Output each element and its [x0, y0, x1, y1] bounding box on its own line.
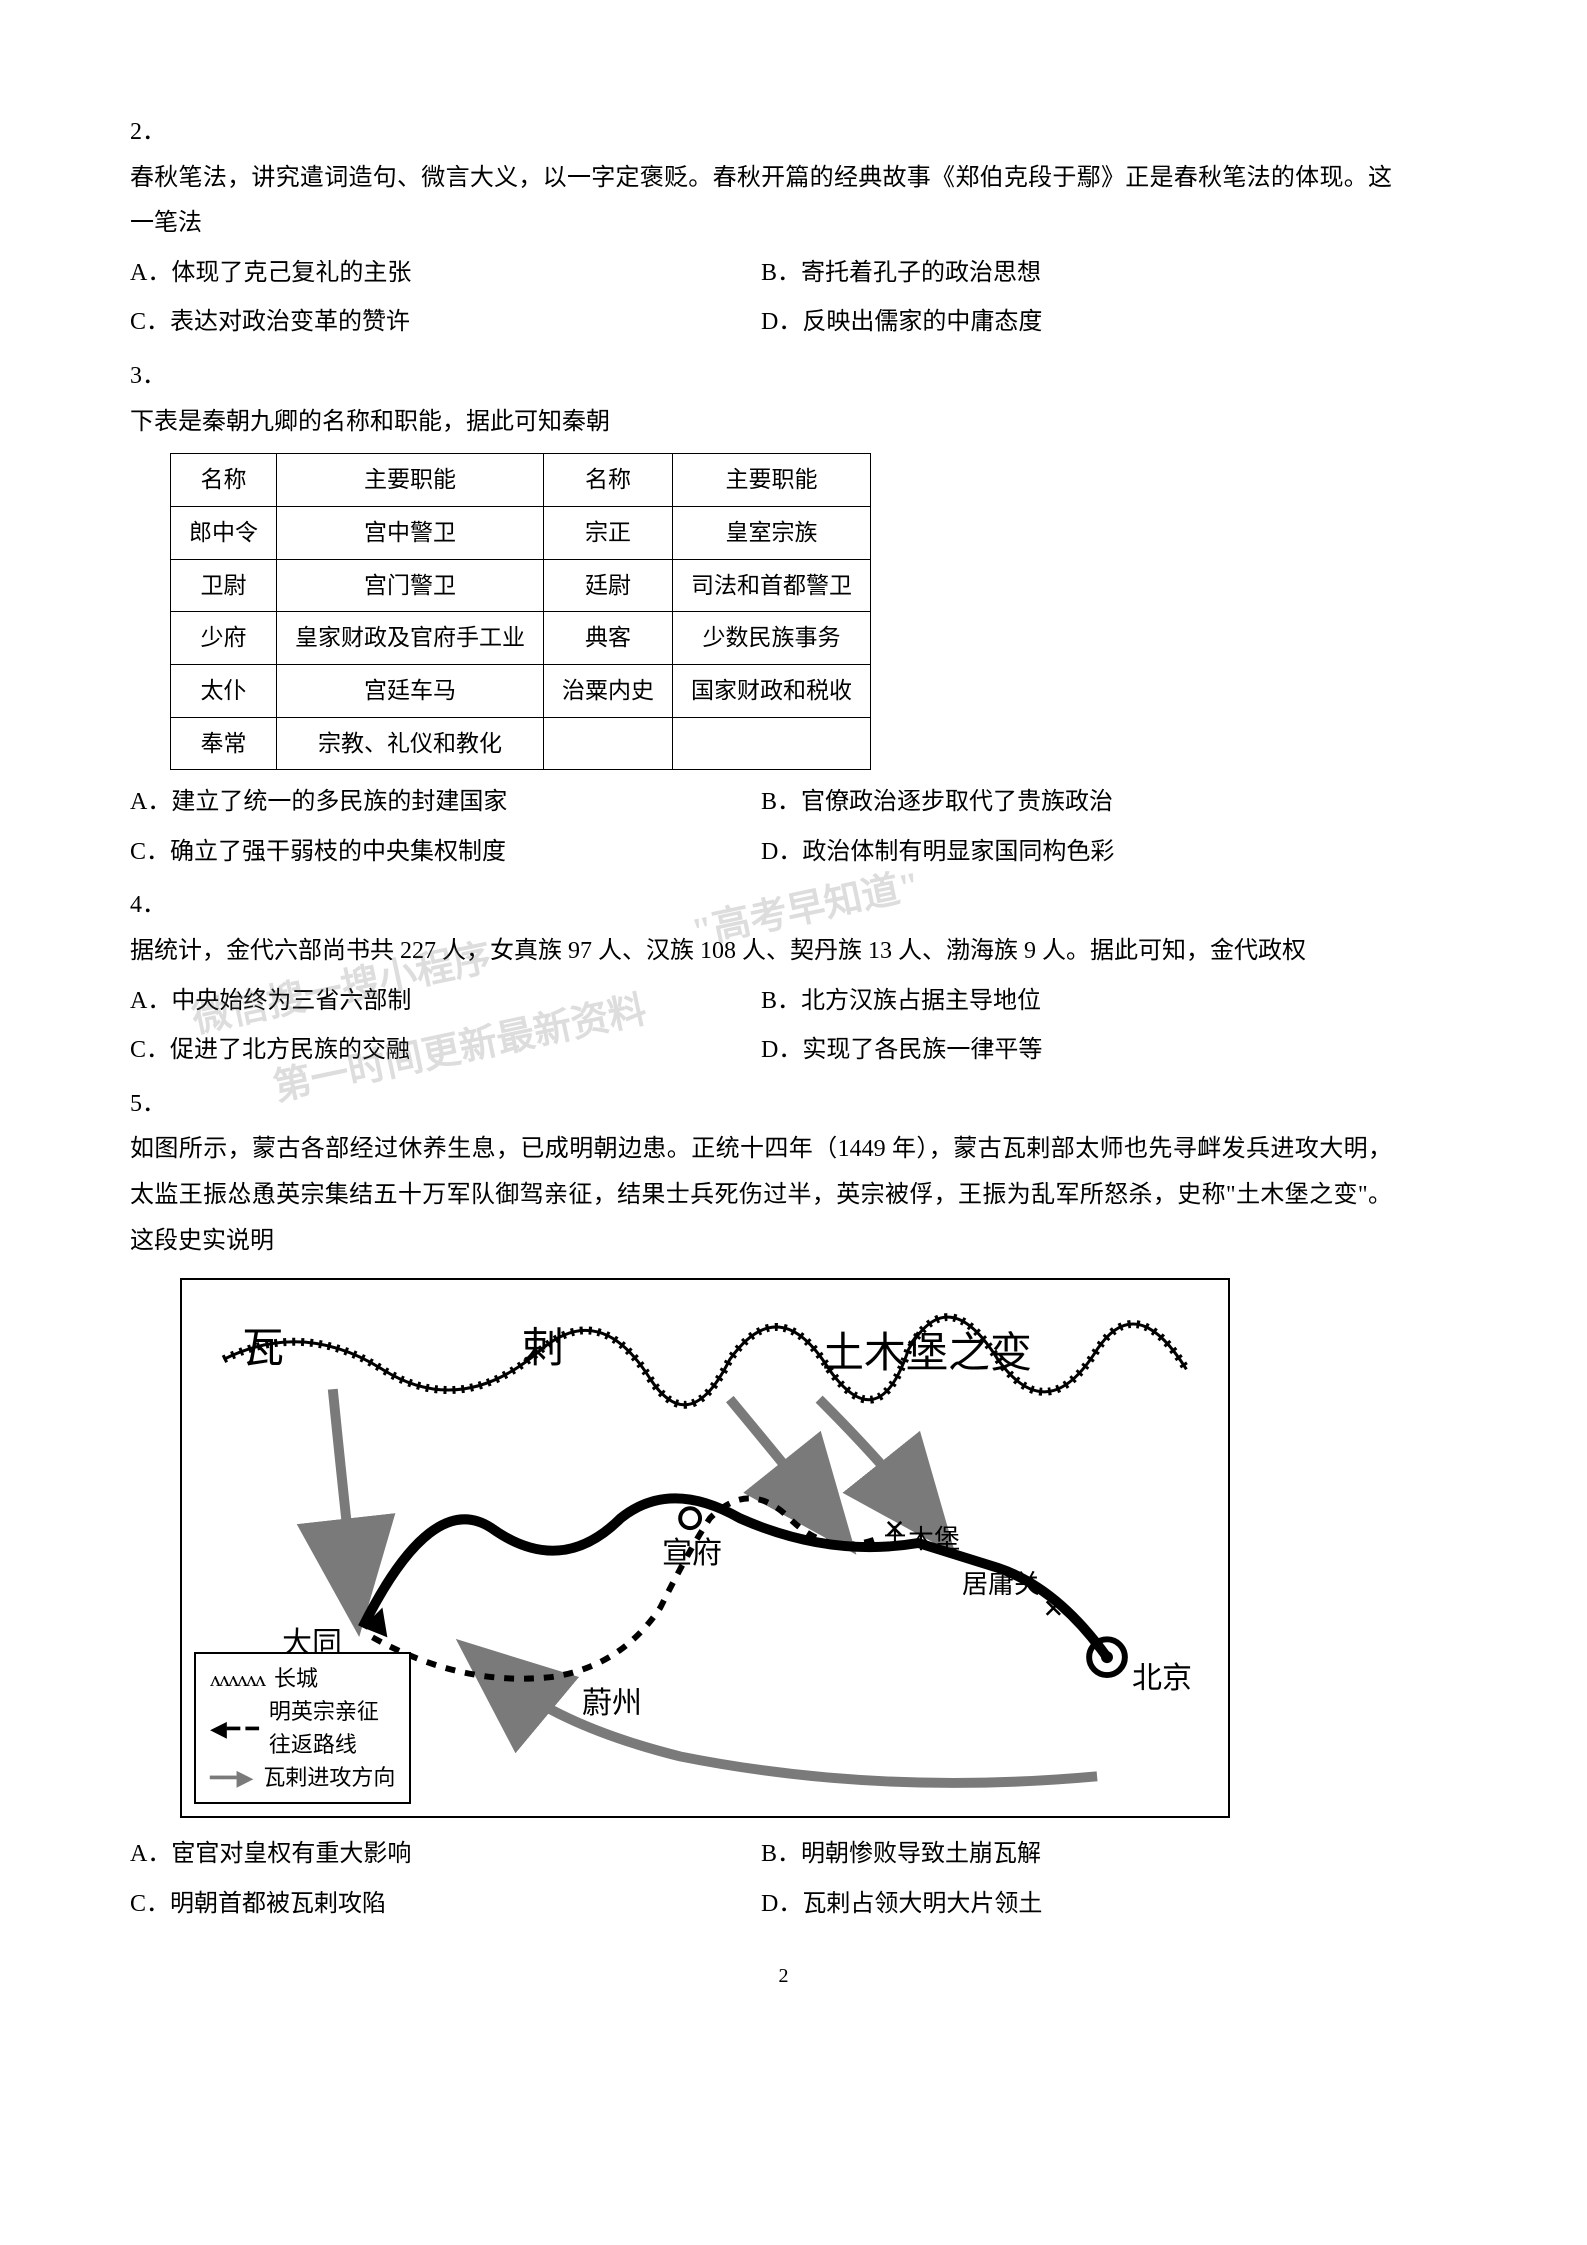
question-number: 4． [130, 883, 170, 929]
x-mark: ✕ [1042, 1595, 1064, 1624]
table-row: 卫尉 宫门警卫 廷尉 司法和首都警卫 [171, 559, 871, 612]
options-row: C．表达对政治变革的赞许 D．反映出儒家的中庸态度 [130, 300, 1392, 346]
option-c: C．促进了北方民族的交融 [130, 1028, 761, 1074]
table-cell: 典客 [544, 612, 673, 665]
table-cell: 治粟内史 [544, 664, 673, 717]
table-cell: 皇室宗族 [673, 506, 871, 559]
question-4: "高考早知道" 微信搜一搜小程序 第一时间更新最新资料 4． 据统计，金代六部尚… [130, 883, 1437, 1073]
option-a: A．建立了统一的多民族的封建国家 [130, 780, 761, 826]
options-row: A．中央始终为三省六部制 B．北方汉族占据主导地位 [130, 979, 1392, 1025]
table-row: 太仆 宫廷车马 治粟内史 国家财政和税收 [171, 664, 871, 717]
options-row: C．促进了北方民族的交融 D．实现了各民族一律平等 [130, 1028, 1392, 1074]
legend-route-label: 明英宗亲征 往返路线 [269, 1695, 379, 1761]
option-b: B．官僚政治逐步取代了贵族政治 [761, 780, 1392, 826]
map-label-la: 剌 [522, 1310, 564, 1390]
table-cell: 宗正 [544, 506, 673, 559]
legend-route: ◀━ ━ 明英宗亲征 往返路线 [210, 1695, 395, 1761]
option-c: C．确立了强干弱枝的中央集权制度 [130, 830, 761, 876]
attack-arrow [333, 1389, 353, 1578]
legend-attack-label: 瓦剌进攻方向 [263, 1761, 395, 1794]
beijing-dot [1101, 1651, 1113, 1663]
table-row: 郎中令 宫中警卫 宗正 皇室宗族 [171, 506, 871, 559]
question-stem: 春秋笔法，讲究遣词造句、微言大义，以一字定褒贬。春秋开篇的经典故事《郑伯克段于鄢… [130, 156, 1392, 247]
table-cell: 少数民族事务 [673, 612, 871, 665]
question-body: 据统计，金代六部尚书共 227 人，女真族 97 人、汉族 108 人、契丹族 … [130, 929, 1392, 1074]
question-stem: 下表是秦朝九卿的名称和职能，据此可知秦朝 [130, 400, 1392, 446]
question-2: 2． 春秋笔法，讲究遣词造句、微言大义，以一字定褒贬。春秋开篇的经典故事《郑伯克… [130, 110, 1437, 346]
option-a: A．体现了克己复礼的主张 [130, 251, 761, 297]
options-row: C．明朝首都被瓦剌攻陷 D．瓦剌占领大明大片领土 [130, 1882, 1392, 1928]
question-number: 3． [130, 354, 170, 400]
table-cell: 皇家财政及官府手工业 [277, 612, 544, 665]
table-cell [544, 717, 673, 770]
table-cell: 国家财政和税收 [673, 664, 871, 717]
legend-attack: ━━▶ 瓦剌进攻方向 [210, 1761, 395, 1794]
option-d: D．实现了各民族一律平等 [761, 1028, 1392, 1074]
table-header: 主要职能 [277, 454, 544, 507]
option-b: B．北方汉族占据主导地位 [761, 979, 1392, 1025]
map-label-xuanfu: 宣府 [662, 1525, 722, 1582]
option-d: D．政治体制有明显家国同构色彩 [761, 830, 1392, 876]
table-cell [673, 717, 871, 770]
legend-wall-label: 长城 [274, 1662, 318, 1695]
table-cell: 郎中令 [171, 506, 277, 559]
attack-arrow [730, 1399, 819, 1508]
qin-officials-table: 名称 主要职能 名称 主要职能 郎中令 宫中警卫 宗正 皇室宗族 卫尉 宫门警卫… [170, 453, 871, 770]
option-a: A．中央始终为三省六部制 [130, 979, 761, 1025]
question-5: 5． 如图所示，蒙古各部经过休养生息，已成明朝边患。正统十四年（1449 年），… [130, 1082, 1437, 1928]
map-label-weizhou: 蔚州 [582, 1675, 642, 1732]
map-label-beijing: 北京 [1132, 1650, 1192, 1707]
map-legend: ʌʌʌʌʌʌ 长城 ◀━ ━ 明英宗亲征 往返路线 ━━▶ 瓦剌进攻方向 [194, 1652, 411, 1804]
option-a: A．宦官对皇权有重大影响 [130, 1832, 761, 1878]
map-title: 土木堡之变 [822, 1315, 1032, 1395]
table-header: 名称 [544, 454, 673, 507]
table-cell: 宫中警卫 [277, 506, 544, 559]
table-cell: 少府 [171, 612, 277, 665]
table-cell: 卫尉 [171, 559, 277, 612]
tumubao-map: ✕ ✕ 瓦 剌 土木堡之变 大同 宣府 蔚州 土木堡 居庸关 北京 ʌʌʌʌʌʌ… [180, 1278, 1230, 1818]
options-row: A．体现了克己复礼的主张 B．寄托着孔子的政治思想 [130, 251, 1392, 297]
table-row: 奉常 宗教、礼仪和教化 [171, 717, 871, 770]
question-stem: 如图所示，蒙古各部经过休养生息，已成明朝边患。正统十四年（1449 年），蒙古瓦… [130, 1127, 1392, 1264]
options-row: C．确立了强干弱枝的中央集权制度 D．政治体制有明显家国同构色彩 [130, 830, 1392, 876]
table-cell: 廷尉 [544, 559, 673, 612]
option-c: C．明朝首都被瓦剌攻陷 [130, 1882, 761, 1928]
map-label-tumubao: 土木堡 [882, 1515, 960, 1564]
question-body: 下表是秦朝九卿的名称和职能，据此可知秦朝 名称 主要职能 名称 主要职能 郎中令… [130, 400, 1392, 876]
option-d: D．反映出儒家的中庸态度 [761, 300, 1392, 346]
table-cell: 太仆 [171, 664, 277, 717]
table-header: 主要职能 [673, 454, 871, 507]
question-number: 2． [130, 110, 170, 156]
map-label-juyongguan: 居庸关 [962, 1560, 1040, 1609]
question-number: 5． [130, 1082, 170, 1128]
question-3: 3． 下表是秦朝九卿的名称和职能，据此可知秦朝 名称 主要职能 名称 主要职能 … [130, 354, 1437, 876]
legend-wall: ʌʌʌʌʌʌ 长城 [210, 1662, 395, 1695]
question-body: 春秋笔法，讲究遣词造句、微言大义，以一字定褒贬。春秋开篇的经典故事《郑伯克段于鄢… [130, 156, 1392, 346]
question-body: 如图所示，蒙古各部经过休养生息，已成明朝边患。正统十四年（1449 年），蒙古瓦… [130, 1127, 1392, 1927]
table-cell: 奉常 [171, 717, 277, 770]
option-b: B．明朝惨败导致土崩瓦解 [761, 1832, 1392, 1878]
table-cell: 司法和首都警卫 [673, 559, 871, 612]
options-row: A．宦官对皇权有重大影响 B．明朝惨败导致土崩瓦解 [130, 1832, 1392, 1878]
option-d: D．瓦剌占领大明大片领土 [761, 1882, 1392, 1928]
table-row: 少府 皇家财政及官府手工业 典客 少数民族事务 [171, 612, 871, 665]
map-label-wa: 瓦 [242, 1310, 284, 1390]
table-header: 名称 [171, 454, 277, 507]
option-b: B．寄托着孔子的政治思想 [761, 251, 1392, 297]
table-header-row: 名称 主要职能 名称 主要职能 [171, 454, 871, 507]
question-stem: 据统计，金代六部尚书共 227 人，女真族 97 人、汉族 108 人、契丹族 … [130, 929, 1392, 975]
table-cell: 宗教、礼仪和教化 [277, 717, 544, 770]
attack-arrow [819, 1399, 918, 1508]
page-number: 2 [130, 1957, 1437, 1995]
table-cell: 宫廷车马 [277, 664, 544, 717]
option-c: C．表达对政治变革的赞许 [130, 300, 761, 346]
table-cell: 宫门警卫 [277, 559, 544, 612]
options-row: A．建立了统一的多民族的封建国家 B．官僚政治逐步取代了贵族政治 [130, 780, 1392, 826]
